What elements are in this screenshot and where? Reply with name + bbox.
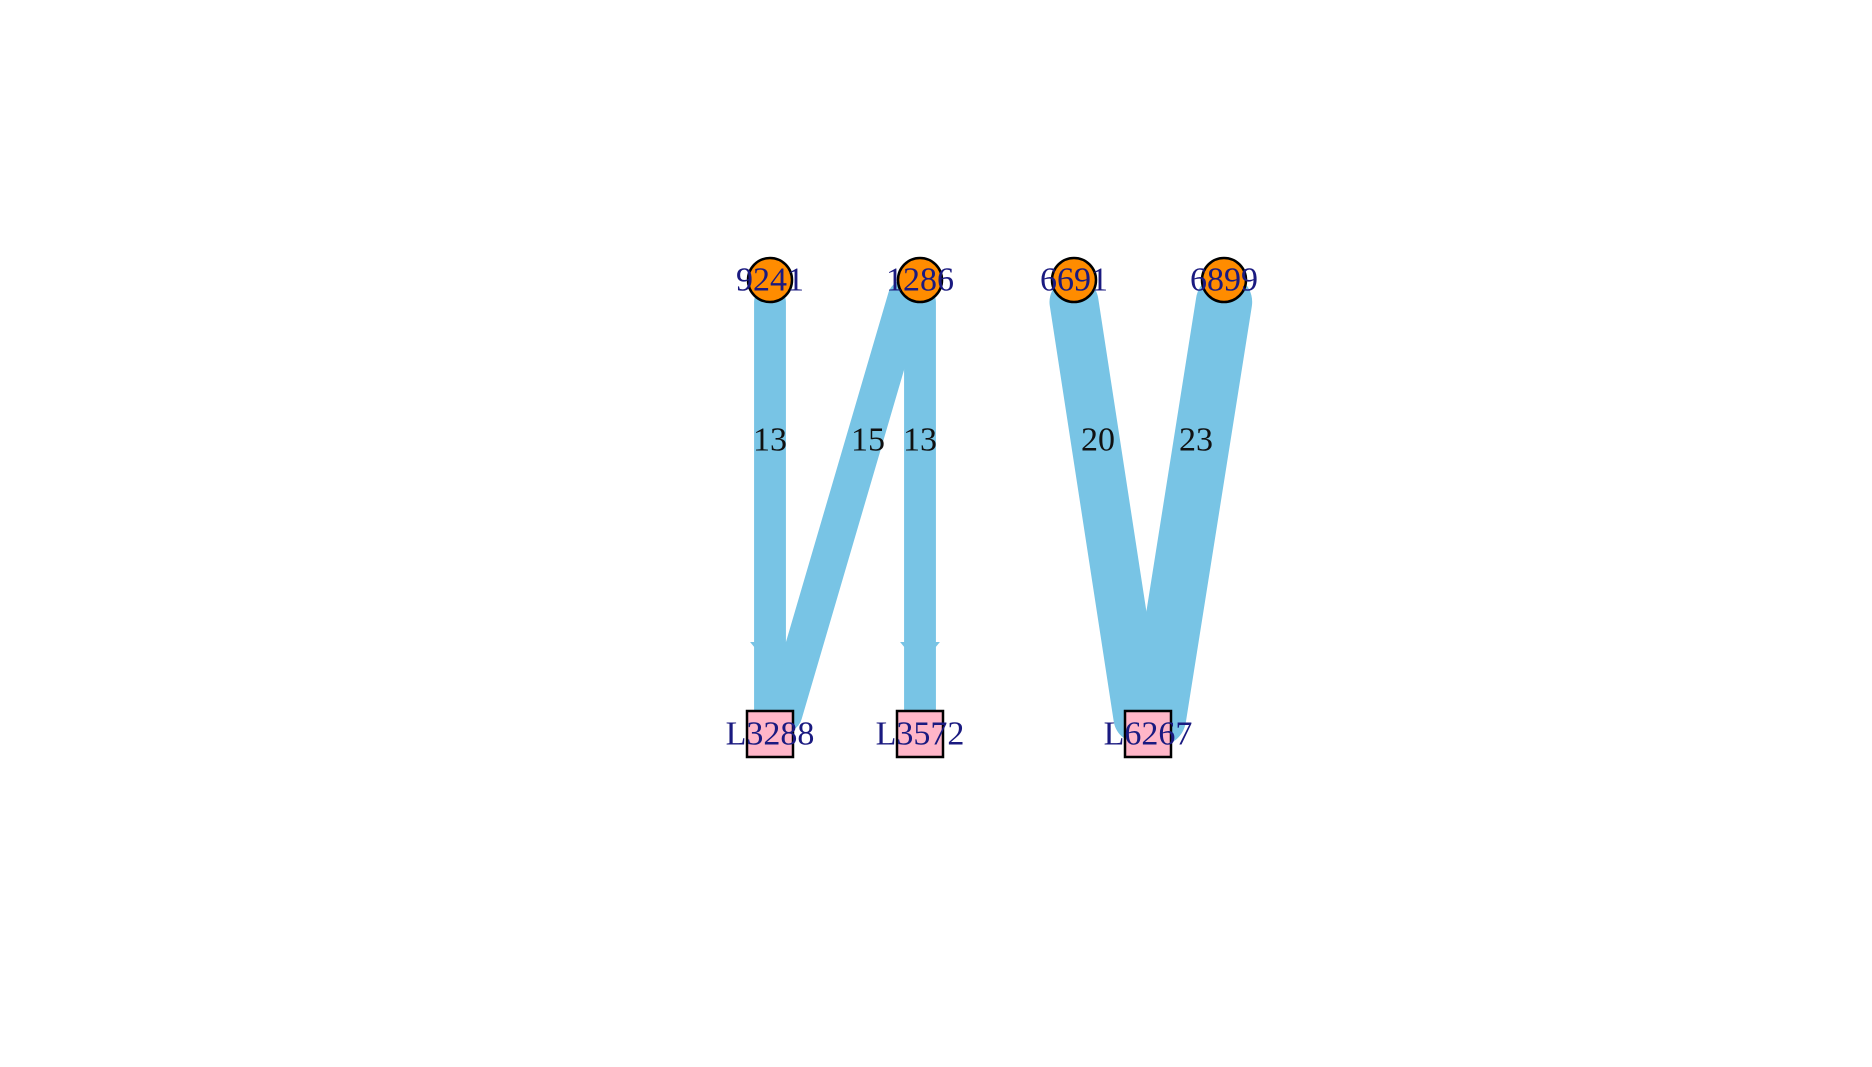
node-6691[interactable] [1050, 256, 1098, 304]
node-label-1286: 1286 [886, 262, 954, 299]
node-6899[interactable] [1200, 256, 1248, 304]
node-L3572[interactable] [895, 709, 945, 759]
edge-label-6691-L6267: 20 [1081, 422, 1115, 459]
nodes-layer [745, 256, 1248, 759]
edges-layer [750, 273, 1253, 747]
node-label-L3288: L3288 [726, 716, 815, 753]
node-L6267[interactable] [1123, 709, 1173, 759]
node-labels-layer: 9241 1286 6691 6899 L3288 L3572 L6267 [726, 262, 1258, 753]
edge-label-1286-L3572: 13 [903, 422, 937, 459]
edge-label-9241-L3288: 13 [753, 422, 787, 459]
node-label-6899: 6899 [1190, 262, 1258, 299]
edge-label-1286-L3288: 15 [851, 422, 885, 459]
edge-label-6899-L6267: 23 [1179, 422, 1213, 459]
node-label-6691: 6691 [1040, 262, 1108, 299]
edge-1286-L3288 [765, 279, 925, 733]
edge-6899-L6267 [1129, 273, 1253, 747]
node-1286[interactable] [896, 256, 944, 304]
node-L3288[interactable] [745, 709, 795, 759]
edge-labels-layer: 13 15 13 20 23 [753, 422, 1213, 459]
edge-arrowhead-1286-L3572 [900, 642, 940, 666]
node-9241[interactable] [746, 256, 794, 304]
node-label-L3572: L3572 [876, 716, 965, 753]
node-label-9241: 9241 [736, 262, 804, 299]
node-label-L6267: L6267 [1104, 716, 1193, 753]
edge-6691-L6267 [1049, 277, 1163, 743]
edge-arrowhead-1286-L3288 [761, 642, 807, 666]
